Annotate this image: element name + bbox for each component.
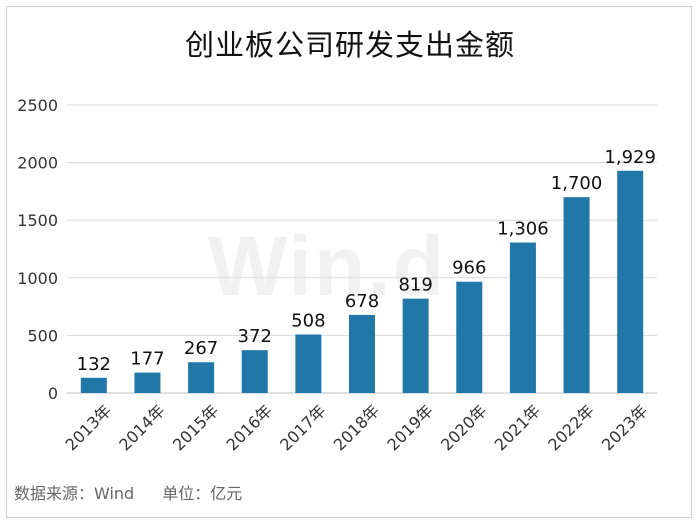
x-axis-ticks: 2013年 2014年 2015年 2016年 2017年 2018年 2019年 2020年… bbox=[62, 401, 652, 455]
bar bbox=[509, 242, 536, 393]
bar bbox=[402, 298, 429, 393]
bar bbox=[80, 377, 107, 393]
y-axis-ticks: 0 500 1000 1500 2000 2500 bbox=[17, 96, 58, 403]
y-tick-label: 0 bbox=[48, 384, 58, 403]
bar bbox=[349, 314, 375, 393]
x-tick-label: 2017年 bbox=[276, 401, 330, 455]
bar bbox=[295, 334, 322, 393]
x-tick-label: 2014年 bbox=[115, 401, 169, 455]
y-tick-label: 1500 bbox=[17, 211, 58, 230]
y-tick-label: 1000 bbox=[17, 269, 58, 288]
data-label: 132 bbox=[77, 354, 111, 375]
bar bbox=[456, 281, 483, 393]
wind-watermark: Win.d bbox=[208, 219, 446, 313]
x-tick-label: 2016年 bbox=[222, 401, 276, 455]
y-tick-label: 2500 bbox=[17, 96, 58, 115]
x-tick-label: 2020年 bbox=[437, 401, 491, 455]
data-label: 177 bbox=[130, 349, 164, 370]
chart-frame bbox=[6, 6, 692, 518]
data-label: 1,306 bbox=[497, 219, 549, 240]
data-label: 1,700 bbox=[551, 173, 603, 194]
y-tick-label: 500 bbox=[27, 326, 58, 345]
x-tick-label: 2015年 bbox=[169, 401, 223, 455]
bar bbox=[241, 350, 268, 393]
data-label: 1,929 bbox=[604, 147, 656, 168]
data-label: 508 bbox=[291, 310, 325, 331]
bars bbox=[80, 170, 644, 393]
data-label: 678 bbox=[345, 291, 379, 312]
x-tick-label: 2023年 bbox=[598, 401, 652, 455]
bar bbox=[563, 197, 590, 393]
x-tick-label: 2021年 bbox=[491, 401, 545, 455]
x-tick-label: 2018年 bbox=[330, 401, 384, 455]
source-note: 数据来源：Wind bbox=[14, 484, 135, 503]
x-tick-label: 2013年 bbox=[62, 401, 116, 455]
bar bbox=[617, 170, 644, 393]
bar bbox=[134, 372, 161, 393]
data-label: 372 bbox=[238, 326, 272, 347]
x-tick-label: 2019年 bbox=[383, 401, 437, 455]
data-label: 267 bbox=[184, 338, 218, 359]
footer: 数据来源：Wind 单位：亿元 bbox=[14, 480, 242, 504]
data-label: 966 bbox=[452, 258, 486, 279]
x-tick-label: 2022年 bbox=[544, 401, 598, 455]
unit-note: 单位：亿元 bbox=[162, 484, 243, 503]
y-tick-label: 2000 bbox=[17, 154, 58, 173]
bar bbox=[188, 362, 215, 393]
data-label: 819 bbox=[398, 275, 432, 296]
chart-title: 创业板公司研发支出金额 bbox=[184, 28, 515, 62]
